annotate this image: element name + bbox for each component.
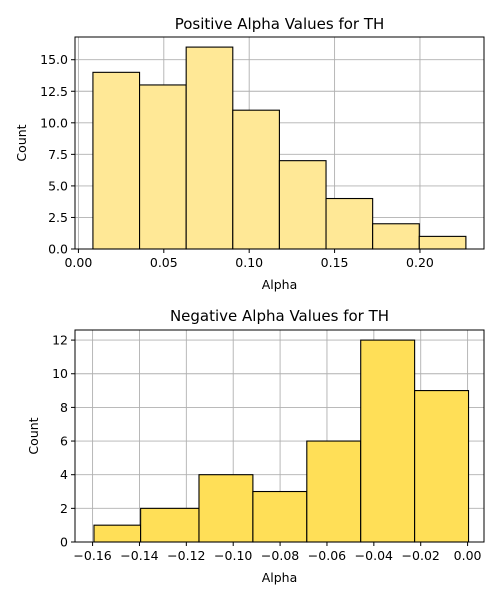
y-tick-label: 2.5 (48, 210, 68, 225)
histogram-bar (372, 223, 420, 250)
histogram-bar (306, 440, 362, 543)
plot-frame (74, 329, 485, 543)
x-tick-label: −0.08 (261, 548, 299, 563)
y-tick-label: 0 (60, 535, 68, 550)
y-axis-label: Count (14, 124, 29, 161)
negative-alpha-histogram: −0.16 −0.14 −0.12 −0.10 −0.08 −0.06 −0.04 −0.02… (26, 307, 485, 585)
histogram-bar (93, 524, 142, 543)
histogram-bar (198, 474, 254, 543)
histogram-bar (139, 84, 187, 250)
x-tick-label: 0.15 (321, 255, 349, 270)
y-tick-label: 5.0 (48, 178, 68, 193)
histogram-bar (414, 390, 470, 543)
x-tick-label: 0.10 (235, 255, 263, 270)
x-tick-label: −0.06 (308, 548, 346, 563)
y-tick-label: 0.0 (48, 242, 68, 257)
histogram-bar (185, 46, 234, 250)
y-tick-label: 12 (52, 333, 68, 348)
y-tick-label: 12.5 (40, 84, 68, 99)
x-tick-label: −0.16 (73, 548, 111, 563)
x-tick-label: 0.20 (406, 255, 434, 270)
chart-title: Negative Alpha Values for TH (170, 307, 389, 325)
y-tick-label: 15.0 (40, 52, 68, 67)
y-tick-label: 10.0 (40, 115, 68, 130)
y-tick-label: 2 (60, 501, 68, 516)
histogram-bar (418, 235, 467, 250)
histogram-bar (140, 507, 200, 543)
x-tick-label: 0.05 (150, 255, 178, 270)
x-axis-label: Alpha (262, 570, 298, 585)
histogram-bar (325, 197, 374, 250)
y-tick-label: 6 (60, 434, 68, 449)
y-axis-label: Count (26, 417, 41, 454)
y-tick-label: 7.5 (48, 147, 68, 162)
y-tick-label: 10 (52, 366, 68, 381)
histogram-bar (92, 71, 141, 250)
x-tick-label: 0.00 (64, 255, 92, 270)
x-tick-label: −0.14 (120, 548, 158, 563)
positive-alpha-histogram: 0.00 0.05 0.10 0.15 0.20 0.0 2.5 5.0 7.5 10.0 12.5… (14, 15, 485, 292)
x-tick-label: −0.10 (214, 548, 252, 563)
y-tick-label: 4 (60, 467, 68, 482)
histogram-bar (252, 490, 308, 543)
x-tick-label: −0.02 (402, 548, 440, 563)
histogram-bar (232, 109, 280, 250)
x-tick-label: 0.00 (454, 548, 482, 563)
histogram-bar (360, 339, 416, 543)
plot-frame (74, 36, 485, 250)
chart-title: Positive Alpha Values for TH (175, 15, 385, 33)
x-tick-label: −0.12 (167, 548, 205, 563)
y-tick-label: 8 (60, 400, 68, 415)
histogram-bar (278, 160, 327, 250)
x-tick-label: −0.04 (355, 548, 393, 563)
x-axis-label: Alpha (262, 277, 298, 292)
